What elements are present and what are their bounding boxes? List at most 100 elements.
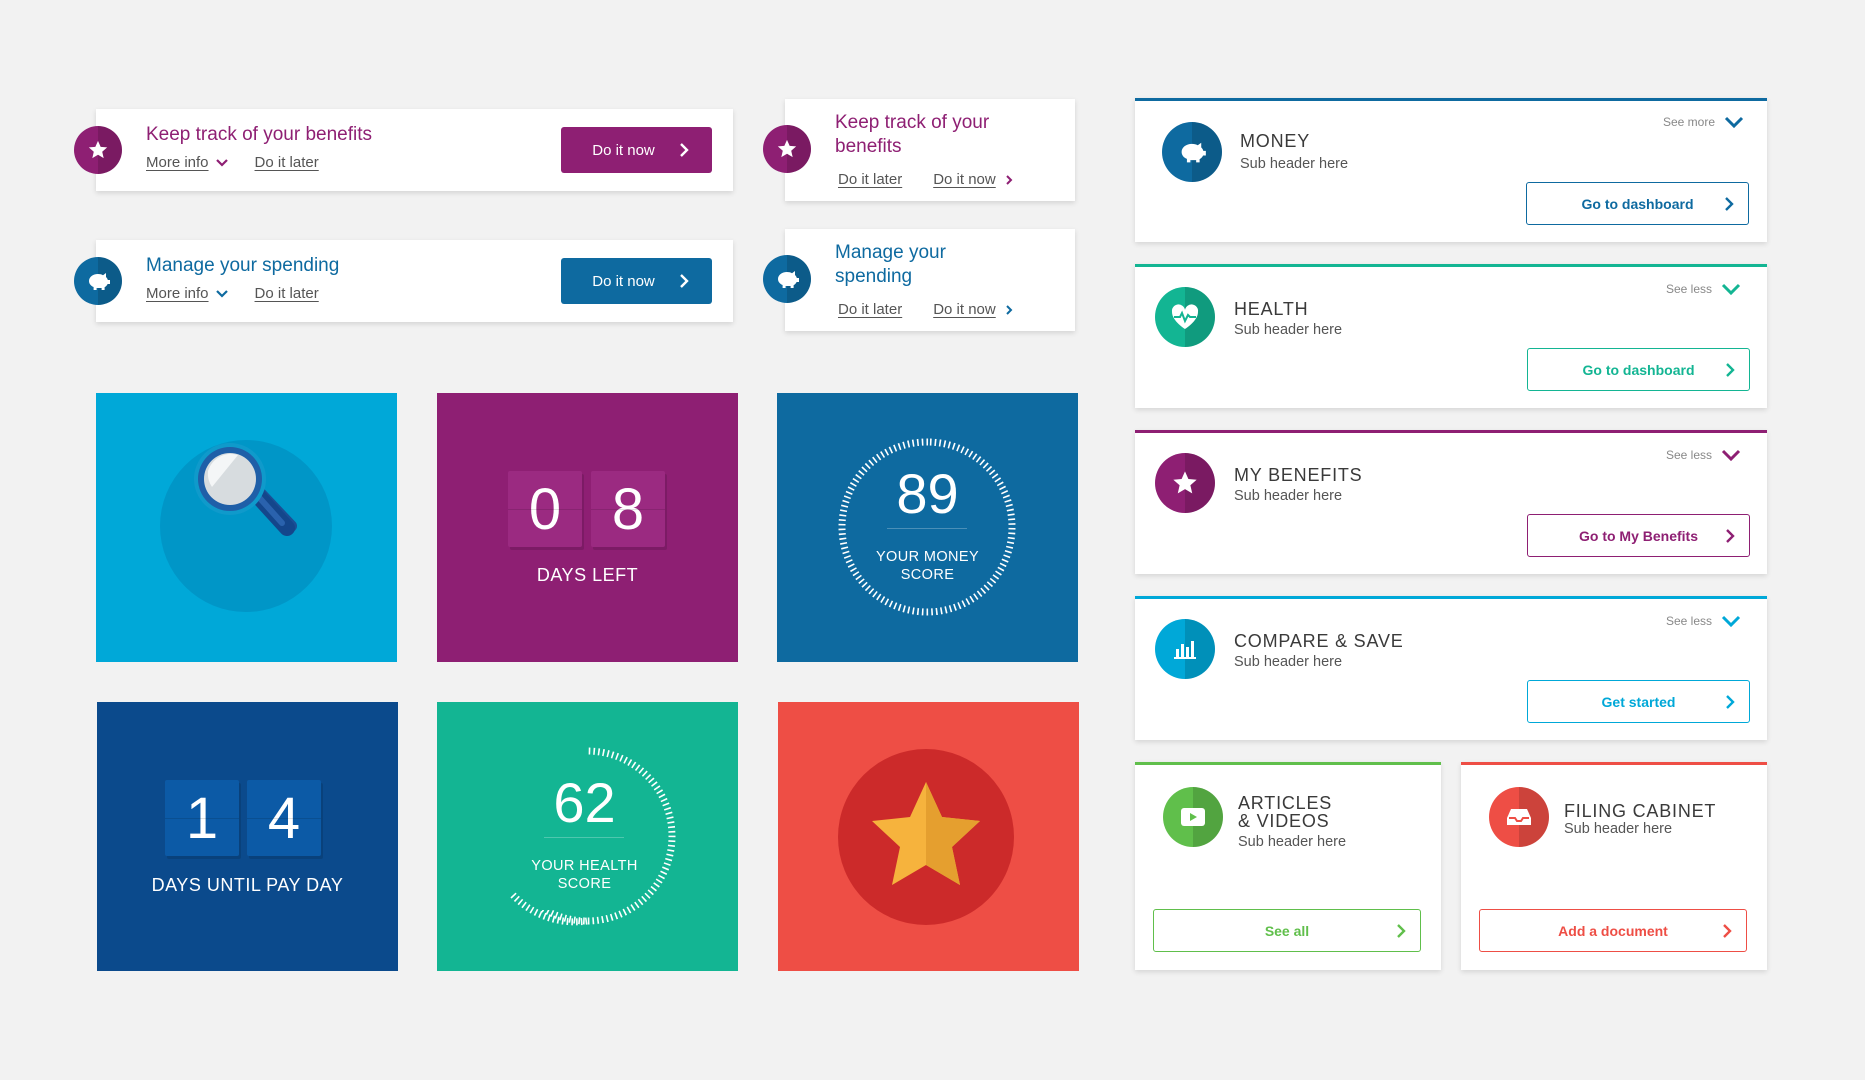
do-it-later-link[interactable]: Do it later bbox=[254, 154, 319, 171]
panel-title: ARTICLES & VIDEOS bbox=[1238, 794, 1332, 830]
flip-digit: 0 bbox=[508, 471, 582, 547]
chevron-right-icon bbox=[1726, 363, 1735, 377]
chevron-down-icon bbox=[1721, 449, 1741, 461]
chevron-right-icon[interactable] bbox=[1004, 174, 1014, 186]
chevron-right-icon bbox=[1723, 924, 1732, 938]
more-info-link[interactable]: More info bbox=[146, 154, 209, 171]
piggy-bank-icon bbox=[763, 255, 811, 303]
task-links: Do it later Do it now bbox=[838, 301, 1014, 318]
do-it-now-link[interactable]: Do it now bbox=[933, 301, 996, 318]
do-it-now-button[interactable]: Do it now bbox=[561, 258, 712, 304]
do-it-now-button[interactable]: Do it now bbox=[561, 127, 712, 173]
go-to-dashboard-button[interactable]: Go to dashboard bbox=[1527, 348, 1750, 391]
chevron-down-icon[interactable] bbox=[215, 158, 229, 168]
see-less-toggle[interactable]: See less bbox=[1666, 448, 1741, 462]
articles-videos-panel: ARTICLES & VIDEOS Sub header here See al… bbox=[1135, 762, 1441, 970]
chevron-right-icon bbox=[1725, 197, 1734, 211]
health-panel: HEALTH Sub header here See less Go to da… bbox=[1135, 264, 1767, 408]
do-it-later-link[interactable]: Do it later bbox=[254, 285, 319, 302]
search-tile[interactable] bbox=[96, 393, 397, 662]
task-title: Manage your spending bbox=[835, 241, 946, 289]
inbox-tray-icon bbox=[1489, 787, 1549, 847]
panel-subheader: Sub header here bbox=[1234, 322, 1343, 338]
chevron-right-icon bbox=[679, 274, 689, 288]
health-score-tile[interactable]: 62 YOUR HEALTH SCORE bbox=[437, 702, 738, 971]
do-it-later-link[interactable]: Do it later bbox=[838, 171, 903, 188]
button-label: Go to dashboard bbox=[1581, 195, 1694, 212]
task-links: Do it later Do it now bbox=[838, 171, 1014, 188]
health-score-label: YOUR HEALTH SCORE bbox=[437, 857, 735, 893]
label-line: YOUR HEALTH bbox=[531, 858, 638, 874]
filing-cabinet-panel: FILING CABINET Sub header here Add a doc… bbox=[1461, 762, 1767, 970]
do-it-now-link[interactable]: Do it now bbox=[933, 171, 996, 188]
toggle-label: See less bbox=[1666, 614, 1713, 628]
panel-title: COMPARE & SAVE bbox=[1234, 631, 1404, 651]
chevron-right-icon bbox=[1397, 924, 1406, 938]
panel-title: FILING CABINET bbox=[1564, 801, 1717, 821]
flip-digit: 1 bbox=[165, 780, 239, 856]
task-card-benefits-narrow: Keep track of your benefits Do it later … bbox=[763, 99, 1075, 201]
days-left-tile[interactable]: 0 8 DAYS LEFT bbox=[437, 393, 738, 662]
score-divider bbox=[887, 528, 967, 529]
button-label: Get started bbox=[1601, 693, 1676, 710]
button-label: Do it now bbox=[592, 141, 655, 159]
chevron-right-icon bbox=[1726, 529, 1735, 543]
panel-title: MONEY bbox=[1240, 131, 1311, 151]
heart-pulse-icon bbox=[1155, 287, 1215, 347]
title-line: spending bbox=[835, 266, 913, 287]
title-line: benefits bbox=[835, 136, 902, 157]
chevron-down-icon bbox=[1721, 283, 1741, 295]
title-line: & VIDEOS bbox=[1238, 811, 1330, 831]
title-line: Keep track of your bbox=[835, 112, 990, 133]
toggle-label: See more bbox=[1663, 115, 1716, 129]
title-line: ARTICLES bbox=[1238, 793, 1333, 813]
see-all-button[interactable]: See all bbox=[1153, 909, 1421, 952]
task-links: More info Do it later bbox=[146, 285, 319, 302]
compare-save-panel: COMPARE & SAVE Sub header here See less … bbox=[1135, 596, 1767, 740]
go-to-my-benefits-button[interactable]: Go to My Benefits bbox=[1527, 514, 1750, 557]
do-it-later-link[interactable]: Do it later bbox=[838, 301, 903, 318]
task-card-spending-narrow: Manage your spending Do it later Do it n… bbox=[763, 229, 1075, 331]
panel-subheader: Sub header here bbox=[1234, 488, 1343, 504]
chevron-down-icon bbox=[1721, 615, 1741, 627]
flip-digit: 4 bbox=[247, 780, 321, 856]
chevron-down-icon[interactable] bbox=[215, 289, 229, 299]
star-icon bbox=[74, 126, 122, 174]
money-score-value: 89 bbox=[896, 462, 959, 525]
play-video-icon bbox=[1163, 787, 1223, 847]
chevron-right-icon[interactable] bbox=[1004, 304, 1014, 316]
more-info-link[interactable]: More info bbox=[146, 285, 209, 302]
pay-day-tile[interactable]: 1 4 DAYS UNTIL PAY DAY bbox=[97, 702, 398, 971]
see-more-toggle[interactable]: See more bbox=[1663, 115, 1744, 129]
see-less-toggle[interactable]: See less bbox=[1666, 614, 1741, 628]
chevron-right-icon bbox=[1726, 695, 1735, 709]
button-label: Go to dashboard bbox=[1582, 361, 1695, 378]
task-card-spending-wide: Manage your spending More info Do it lat… bbox=[74, 240, 733, 322]
button-label: See all bbox=[1264, 922, 1310, 939]
toggle-label: See less bbox=[1666, 282, 1713, 296]
get-started-button[interactable]: Get started bbox=[1527, 680, 1750, 723]
label-line: SCORE bbox=[900, 567, 955, 583]
panel-title: HEALTH bbox=[1234, 299, 1309, 319]
task-title: Manage your spending bbox=[146, 255, 340, 276]
star-tile[interactable] bbox=[778, 702, 1079, 971]
money-score-label: YOUR MONEY SCORE bbox=[777, 548, 1078, 584]
score-ring bbox=[838, 438, 1016, 616]
score-divider bbox=[544, 837, 624, 838]
task-links: More info Do it later bbox=[146, 154, 319, 171]
go-to-dashboard-button[interactable]: Go to dashboard bbox=[1526, 182, 1749, 225]
label-line: SCORE bbox=[557, 876, 612, 892]
panel-subheader: Sub header here bbox=[1238, 834, 1347, 850]
tile-caption: DAYS UNTIL PAY DAY bbox=[151, 875, 344, 895]
star-icon bbox=[1155, 453, 1215, 513]
tile-caption: DAYS LEFT bbox=[536, 565, 639, 585]
button-label: Go to My Benefits bbox=[1578, 527, 1698, 544]
score-ring bbox=[437, 702, 738, 971]
panel-subheader: Sub header here bbox=[1234, 654, 1343, 670]
flip-digit: 8 bbox=[591, 471, 665, 547]
health-score-value: 62 bbox=[553, 771, 616, 834]
button-label: Add a document bbox=[1558, 922, 1668, 939]
add-a-document-button[interactable]: Add a document bbox=[1479, 909, 1747, 952]
money-score-tile[interactable]: 89 YOUR MONEY SCORE bbox=[777, 393, 1078, 662]
see-less-toggle[interactable]: See less bbox=[1666, 282, 1741, 296]
